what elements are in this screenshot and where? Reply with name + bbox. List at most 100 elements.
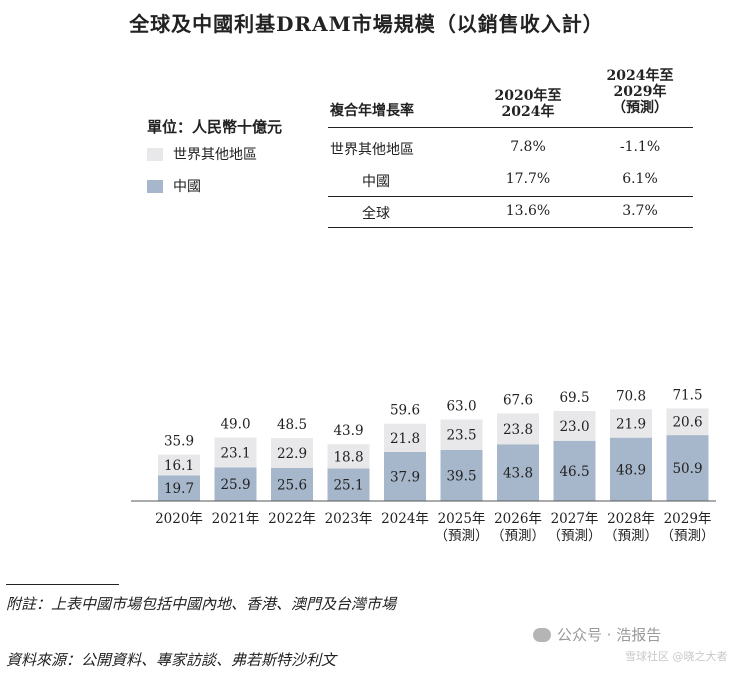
bar-world: [497, 413, 539, 445]
bar-label-total: 35.9: [164, 434, 194, 450]
x-tick-label: 2029年: [664, 511, 712, 527]
bar-label-total: 49.0: [220, 417, 250, 433]
footnote-source: 資料來源：公開資料、專家訪談、弗若斯特沙利文: [6, 651, 337, 669]
x-tick-label: 2025年: [438, 511, 486, 527]
legend-world: 世界其他地區: [147, 144, 257, 164]
x-tick-label: （預測）: [604, 528, 658, 544]
wechat-icon: [533, 627, 551, 642]
bar-world: [666, 408, 709, 436]
bar-world: [610, 409, 652, 438]
cagr-row-value: 3.7%: [622, 203, 658, 219]
bar-label-total: 63.0: [446, 398, 476, 414]
bar-label-world: 23.1: [220, 446, 250, 462]
x-tick-label: （預測）: [435, 528, 489, 544]
bar-china: [610, 437, 652, 501]
bar-world: [440, 419, 483, 450]
bar-world: [327, 444, 370, 469]
bar-china: [214, 467, 257, 501]
cagr-col2-line2: 2029年: [613, 84, 667, 100]
bar-world: [271, 438, 313, 468]
cagr-col1-header: 2020年至 2024年: [478, 88, 578, 120]
cagr-row-label: 中國: [362, 174, 390, 190]
bar-label-china: 48.9: [616, 462, 646, 478]
bar-label-china: 25.9: [220, 477, 250, 493]
x-tick-label: 2020年: [155, 511, 203, 527]
x-tick-label: （預測）: [661, 528, 715, 544]
bar-label-total: 70.8: [616, 388, 646, 404]
cagr-row-value: 6.1%: [622, 171, 658, 187]
cagr-col2-line3: （預測）: [612, 100, 668, 116]
cagr-header-label: 複合年增長率: [330, 103, 414, 119]
x-tick-label: （預測）: [548, 528, 602, 544]
cagr-row-value: 17.7%: [505, 171, 551, 187]
watermark-overlay: 雪球社区 @晓之大者: [625, 650, 728, 663]
cagr-row-world: 世界其他地區 7.8% -1.1%: [328, 133, 693, 163]
cagr-col1-line1: 2020年至: [494, 88, 562, 104]
bar-label-world: 23.5: [446, 428, 476, 444]
chart-title: 全球及中國利基DRAM市場規模（以銷售收入計）: [129, 12, 604, 36]
bar-china: [440, 449, 483, 501]
bar-label-world: 20.6: [672, 415, 702, 431]
bar-label-china: 25.6: [277, 477, 307, 493]
bar-label-total: 59.6: [390, 403, 420, 419]
footnote-divider: [6, 584, 119, 585]
x-tick-label: 2028年: [607, 511, 655, 527]
cagr-col1-line2: 2024年: [501, 104, 555, 120]
bar-label-world: 21.9: [616, 416, 646, 432]
bar-label-total: 67.6: [503, 392, 533, 408]
x-tick-label: 2021年: [212, 511, 260, 527]
cagr-row-value: -1.1%: [619, 139, 661, 155]
x-tick-label: （預測）: [491, 528, 545, 544]
watermark: 公众号 · 浩报告: [533, 624, 661, 645]
bar-world: [384, 423, 426, 452]
bar-label-china: 46.5: [559, 464, 589, 480]
cagr-col2-line1: 2024年至: [606, 68, 674, 84]
legend-label-china: 中國: [173, 179, 201, 195]
x-tick-label: 2024年: [381, 511, 429, 527]
cagr-row-global: 全球 13.6% 3.7%: [328, 196, 693, 228]
bar-label-world: 18.8: [333, 449, 363, 465]
bar-china: [497, 444, 539, 501]
watermark-text: 公众号 · 浩报告: [557, 626, 662, 644]
cagr-row-value: 7.8%: [510, 139, 546, 155]
legend-china: 中國: [147, 176, 201, 196]
cagr-row-label: 世界其他地區: [330, 142, 414, 158]
bar-label-china: 50.9: [672, 461, 702, 477]
x-tick-label: 2027年: [551, 511, 599, 527]
cagr-col2-header: 2024年至 2029年 （預測）: [590, 68, 690, 116]
bar-label-world: 22.9: [277, 446, 307, 462]
bar-world: [553, 410, 596, 441]
bar-label-china: 39.5: [446, 468, 476, 484]
bar-label-china: 43.8: [503, 466, 533, 482]
bar-china: [158, 475, 200, 501]
bar-label-total: 69.5: [559, 390, 589, 406]
legend-label-world: 世界其他地區: [173, 147, 257, 163]
bar-label-china: 37.9: [390, 469, 420, 485]
cagr-row-label: 全球: [362, 206, 390, 222]
bar-china: [553, 440, 596, 501]
legend-swatch-china: [147, 179, 163, 193]
bar-label-world: 23.0: [559, 419, 589, 435]
cagr-row-value: 13.6%: [505, 203, 551, 219]
bar-label-world: 23.8: [503, 422, 533, 438]
footnote-note: 附註：上表中國市場包括中國內地、香港、澳門及台灣市場: [6, 595, 397, 613]
bar-china: [666, 435, 709, 501]
unit-label: 單位：人民幣十億元: [147, 118, 283, 136]
bar-label-china: 25.1: [333, 478, 363, 494]
bar-china: [327, 468, 370, 501]
stacked-bar-chart: 19.7 16.1 35.9 2020年 25.9 23.1 49.0 2021年 25.6 22…: [131, 387, 716, 544]
bar-label-total: 71.5: [672, 387, 702, 403]
bar-label-total: 48.5: [277, 417, 307, 433]
legend-swatch-world: [147, 147, 163, 161]
bar-label-total: 43.9: [333, 423, 363, 439]
bar-world: [214, 437, 257, 468]
bar-world: [158, 454, 200, 476]
cagr-header: 複合年增長率 2020年至 2024年 2024年至 2029年 （預測）: [328, 62, 693, 128]
bar-label-world: 21.8: [390, 431, 420, 447]
x-tick-label: 2022年: [268, 511, 316, 527]
bar-label-world: 16.1: [164, 458, 194, 474]
x-tick-label: 2026年: [494, 511, 542, 527]
bar-china: [271, 467, 313, 501]
x-tick-label: 2023年: [325, 511, 373, 527]
bar-china: [384, 451, 426, 501]
